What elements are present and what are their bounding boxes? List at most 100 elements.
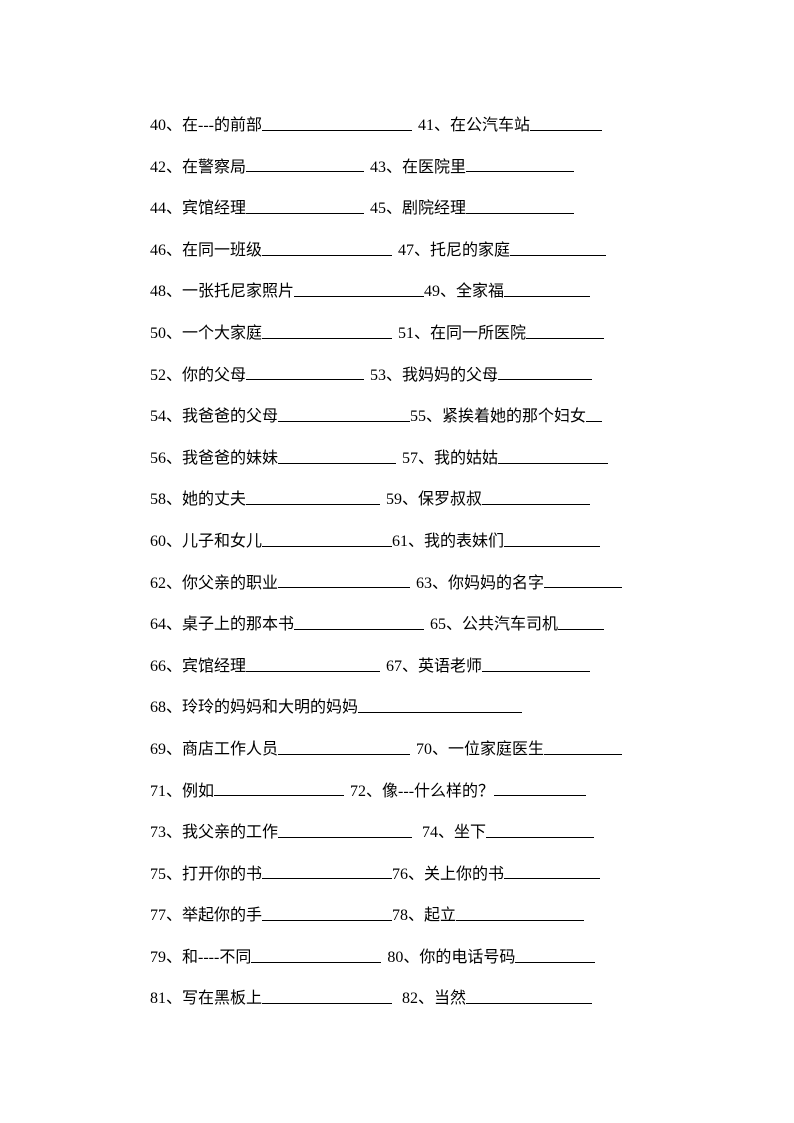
question-row: 42、在警察局43、在医院里 bbox=[150, 147, 644, 189]
item-text: 公共汽车司机 bbox=[462, 616, 558, 633]
question-item: 68、玲玲的妈妈和大明的妈妈 bbox=[150, 699, 522, 716]
answer-blank[interactable] bbox=[246, 653, 380, 672]
question-item: 57、我的姑姑 bbox=[396, 450, 608, 467]
item-text: 紧挨着她的那个妇女 bbox=[442, 408, 586, 425]
item-number: 52、 bbox=[150, 367, 182, 384]
item-number: 42、 bbox=[150, 159, 182, 176]
item-number: 76、 bbox=[392, 866, 424, 883]
item-number: 48、 bbox=[150, 283, 182, 300]
item-number: 56、 bbox=[150, 450, 182, 467]
answer-blank[interactable] bbox=[482, 653, 590, 672]
answer-blank[interactable] bbox=[498, 445, 608, 464]
item-text: 我妈妈的父母 bbox=[402, 367, 498, 384]
answer-blank[interactable] bbox=[466, 195, 574, 214]
answer-blank[interactable] bbox=[515, 944, 595, 963]
item-text: 桌子上的那本书 bbox=[182, 616, 294, 633]
answer-blank[interactable] bbox=[278, 445, 396, 464]
item-number: 75、 bbox=[150, 866, 182, 883]
item-text: 我父亲的工作 bbox=[182, 824, 278, 841]
answer-blank[interactable] bbox=[358, 695, 522, 714]
answer-blank[interactable] bbox=[294, 611, 424, 630]
answer-blank[interactable] bbox=[482, 487, 590, 506]
question-item: 73、我父亲的工作 bbox=[150, 824, 412, 841]
question-item: 50、一个大家庭 bbox=[150, 325, 392, 342]
question-row: 54、我爸爸的父母55、紧挨着她的那个妇女 bbox=[150, 396, 644, 438]
question-item: 75、打开你的书 bbox=[150, 866, 392, 883]
question-item: 63、你妈妈的名字 bbox=[410, 575, 622, 592]
answer-blank[interactable] bbox=[262, 986, 392, 1005]
answer-blank[interactable] bbox=[246, 154, 364, 173]
item-text: 在同一所医院 bbox=[430, 325, 526, 342]
question-row: 71、例如72、像---什么样的？ bbox=[150, 771, 644, 813]
question-item: 64、桌子上的那本书 bbox=[150, 616, 424, 633]
item-text: 你的父母 bbox=[182, 367, 246, 384]
item-number: 47、 bbox=[398, 242, 430, 259]
answer-blank[interactable] bbox=[294, 279, 424, 298]
answer-blank[interactable] bbox=[262, 237, 392, 256]
answer-blank[interactable] bbox=[558, 611, 604, 630]
answer-blank[interactable] bbox=[456, 902, 584, 921]
question-item: 43、在医院里 bbox=[364, 159, 574, 176]
answer-blank[interactable] bbox=[262, 528, 392, 547]
question-item: 44、宾馆经理 bbox=[150, 200, 364, 217]
answer-blank[interactable] bbox=[504, 279, 590, 298]
answer-blank[interactable] bbox=[246, 487, 380, 506]
answer-blank[interactable] bbox=[278, 819, 412, 838]
question-item: 65、公共汽车司机 bbox=[424, 616, 604, 633]
question-row: 64、桌子上的那本书65、公共汽车司机 bbox=[150, 604, 644, 646]
item-text: 在公汽车站 bbox=[450, 117, 530, 134]
item-text: 保罗叔叔 bbox=[418, 491, 482, 508]
answer-blank[interactable] bbox=[262, 861, 392, 880]
item-number: 63、 bbox=[416, 575, 448, 592]
item-number: 51、 bbox=[398, 325, 430, 342]
item-text: 玲玲的妈妈和大明的妈妈 bbox=[182, 699, 358, 716]
answer-blank[interactable] bbox=[544, 570, 622, 589]
answer-blank[interactable] bbox=[486, 819, 594, 838]
item-text: 打开你的书 bbox=[182, 866, 262, 883]
answer-blank[interactable] bbox=[466, 154, 574, 173]
question-item: 56、我爸爸的妹妹 bbox=[150, 450, 396, 467]
question-row: 62、你父亲的职业63、你妈妈的名字 bbox=[150, 563, 644, 605]
question-row: 73、我父亲的工作74、坐下 bbox=[150, 812, 644, 854]
answer-blank[interactable] bbox=[278, 736, 410, 755]
answer-blank[interactable] bbox=[262, 112, 412, 131]
question-row: 79、和----不同80、你的电话号码 bbox=[150, 937, 644, 979]
answer-blank[interactable] bbox=[504, 528, 600, 547]
question-item: 72、像---什么样的？ bbox=[344, 783, 586, 800]
answer-blank[interactable] bbox=[466, 986, 592, 1005]
question-item: 53、我妈妈的父母 bbox=[364, 367, 592, 384]
answer-blank[interactable] bbox=[530, 112, 602, 131]
item-number: 59、 bbox=[386, 491, 418, 508]
answer-blank[interactable] bbox=[214, 778, 344, 797]
question-item: 60、儿子和女儿 bbox=[150, 533, 392, 550]
answer-blank[interactable] bbox=[586, 403, 602, 422]
question-item: 79、和----不同 bbox=[150, 949, 381, 966]
answer-blank[interactable] bbox=[510, 237, 606, 256]
question-item: 46、在同一班级 bbox=[150, 242, 392, 259]
question-item: 51、在同一所医院 bbox=[392, 325, 604, 342]
item-text: 宾馆经理 bbox=[182, 200, 246, 217]
question-item: 48、一张托尼家照片 bbox=[150, 283, 424, 300]
item-number: 58、 bbox=[150, 491, 182, 508]
answer-blank[interactable] bbox=[278, 403, 410, 422]
answer-blank[interactable] bbox=[494, 778, 586, 797]
answer-blank[interactable] bbox=[262, 902, 392, 921]
item-text: 当然 bbox=[434, 990, 466, 1007]
answer-blank[interactable] bbox=[246, 195, 364, 214]
item-number: 43、 bbox=[370, 159, 402, 176]
question-item: 71、例如 bbox=[150, 783, 344, 800]
answer-blank[interactable] bbox=[251, 944, 381, 963]
answer-blank[interactable] bbox=[262, 320, 392, 339]
question-item: 77、举起你的手 bbox=[150, 907, 392, 924]
answer-blank[interactable] bbox=[278, 570, 410, 589]
item-text: 和----不同 bbox=[182, 949, 251, 966]
answer-blank[interactable] bbox=[544, 736, 622, 755]
answer-blank[interactable] bbox=[526, 320, 604, 339]
question-row: 56、我爸爸的妹妹57、我的姑姑 bbox=[150, 438, 644, 480]
answer-blank[interactable] bbox=[504, 861, 600, 880]
item-number: 53、 bbox=[370, 367, 402, 384]
answer-blank[interactable] bbox=[246, 362, 364, 381]
answer-blank[interactable] bbox=[498, 362, 592, 381]
question-item: 69、商店工作人员 bbox=[150, 741, 410, 758]
item-number: 50、 bbox=[150, 325, 182, 342]
